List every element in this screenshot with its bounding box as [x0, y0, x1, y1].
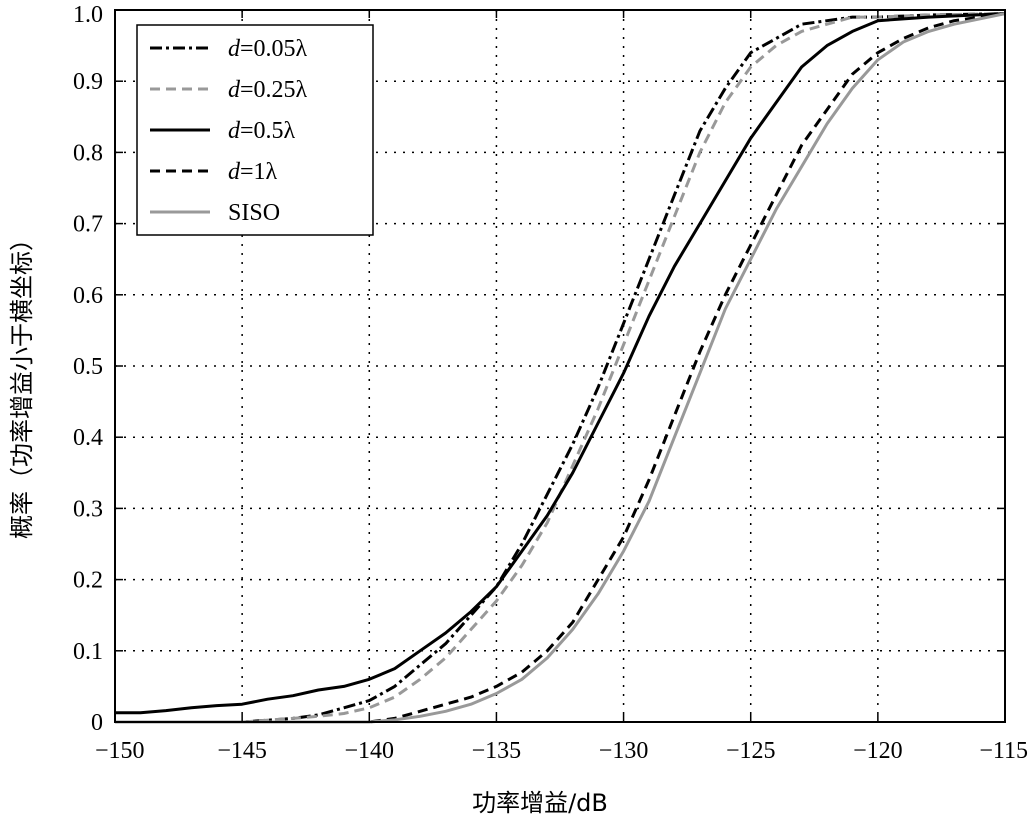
y-tick-label: 0.3 — [73, 496, 103, 522]
legend-value: =0.25λ — [240, 77, 308, 103]
y-tick-label: 0 — [91, 710, 103, 736]
y-tick-label: 0.9 — [73, 69, 103, 95]
x-tick-label: −125 — [726, 738, 776, 764]
y-tick-label: 0.4 — [73, 425, 103, 451]
ticks: −150 −145 −140 −135 −130 −125 −120 −115 0 0.1 0.2 0… — [73, 2, 1028, 764]
series-line-2 — [115, 12, 1006, 724]
series-line-5 — [115, 12, 1006, 724]
x-tick-label: −120 — [853, 738, 903, 764]
legend-label-2: d=0.25λ — [228, 77, 308, 103]
legend-variable: d — [228, 159, 241, 185]
series-lines — [115, 12, 1006, 724]
x-axis-label: 功率增益/dB — [472, 789, 608, 817]
x-tick-label: −115 — [979, 738, 1028, 764]
legend-variable: d — [228, 36, 241, 62]
x-tick-label: −140 — [345, 738, 395, 764]
legend-value: =1λ — [240, 159, 278, 185]
series-line-1 — [115, 12, 1006, 724]
legend-label-5: SISO — [228, 200, 280, 226]
y-tick-label: 0.7 — [73, 212, 103, 238]
y-tick-label: 1.0 — [73, 2, 103, 28]
x-tick-label: −145 — [217, 738, 267, 764]
x-tick-label: −130 — [599, 738, 649, 764]
y-tick-label: 0.1 — [73, 639, 103, 665]
y-tick-label: 0.6 — [73, 283, 103, 309]
legend-label-3: d=0.5λ — [228, 118, 296, 144]
series-line-4 — [115, 12, 1006, 724]
y-tick-label: 0.5 — [73, 354, 103, 380]
y-axis-label: 概率（功率增益小于横坐标） — [8, 227, 36, 539]
legend-value: SISO — [228, 200, 280, 226]
y-tick-label: 0.2 — [73, 568, 103, 594]
legend-label-1: d=0.05λ — [228, 36, 308, 62]
y-tick-label: 0.8 — [73, 140, 103, 166]
legend-label-4: d=1λ — [228, 159, 278, 185]
legend-variable: d — [228, 77, 241, 103]
x-tick-label: −150 — [95, 738, 145, 764]
x-tick-label: −135 — [472, 738, 522, 764]
legend-value: =0.05λ — [240, 36, 308, 62]
legend-value: =0.5λ — [240, 118, 296, 144]
legend-variable: d — [228, 118, 241, 144]
series-line-3 — [115, 12, 1006, 715]
